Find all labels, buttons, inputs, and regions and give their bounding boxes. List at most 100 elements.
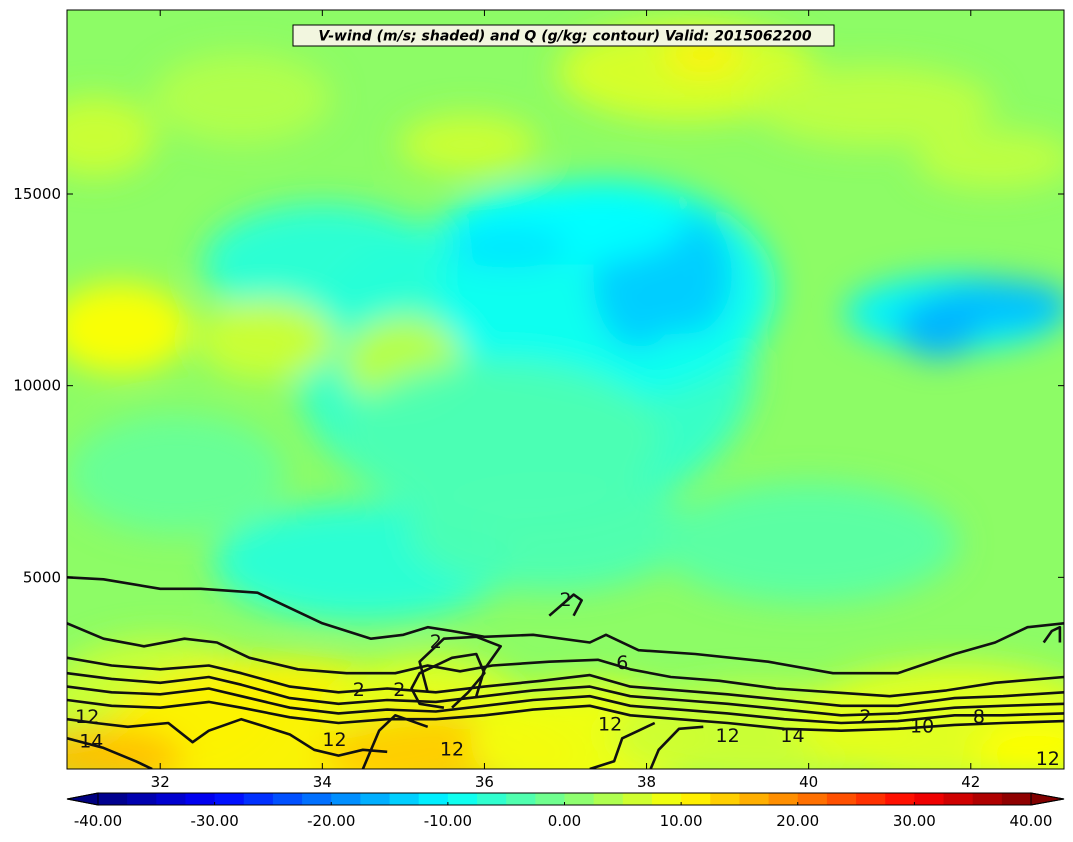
shading-field	[67, 21, 1064, 769]
contour-label: 6	[616, 652, 628, 674]
colorbar-bin	[360, 793, 391, 805]
colorbar-bin	[856, 793, 886, 805]
q-contour-line	[1042, 625, 1062, 644]
colorbar-bin	[243, 793, 274, 805]
colorbar-bin	[302, 793, 332, 805]
shading-patch	[975, 719, 1064, 769]
shading-patch	[151, 53, 332, 144]
y-tick-label: 5000	[23, 568, 61, 586]
colorbar-bin	[506, 793, 536, 805]
colorbar-tick-label: -30.00	[190, 812, 238, 830]
contour-label: 12	[716, 725, 740, 747]
shading-patch	[340, 359, 661, 520]
contour-label: 12	[322, 729, 346, 751]
colorbar-bin	[943, 793, 974, 805]
colorbar-bin	[914, 793, 945, 805]
colorbar-bin	[535, 793, 566, 805]
q-contour-line	[361, 714, 429, 769]
x-tick-label: 42	[961, 773, 980, 791]
colorbar-tick-label: 10.00	[660, 812, 703, 830]
contour-label: 8	[973, 706, 985, 728]
colorbar-extend-low	[66, 792, 99, 806]
colorbar-tick-label: 20.00	[776, 812, 819, 830]
contour-label: 10	[910, 715, 934, 737]
colorbar-bin	[127, 793, 157, 805]
colorbar-bin	[564, 793, 595, 805]
shading-patch	[915, 129, 1064, 190]
colorbar-bin	[447, 793, 478, 805]
colorbar-bin	[214, 793, 245, 805]
colorbar-bin	[826, 793, 857, 805]
x-tick-label: 32	[151, 773, 170, 791]
colorbar-bin	[98, 793, 128, 805]
shading-patch	[663, 38, 744, 74]
contour-label: 14	[79, 731, 103, 753]
shading-patch	[898, 298, 979, 359]
title-background	[292, 24, 835, 47]
q-contour-line	[67, 698, 1064, 732]
colorbar-tick-label: 30.00	[893, 812, 936, 830]
q-contour-line	[67, 717, 388, 757]
plot-area: 2 2 2 2 6 12 14 12 12 12 12 14 10 8 2 12	[67, 10, 1064, 770]
shading-patch	[753, 65, 994, 146]
contour-labels: 2 2 2 2 6 12 14 12 12 12 12 14 10 8 2 12	[75, 589, 1060, 770]
colorbar-bin	[156, 793, 187, 805]
q-contour-line	[67, 737, 153, 769]
colorbar-bin	[593, 793, 624, 805]
colorbar-bin	[710, 793, 741, 805]
colorbar-bin	[477, 793, 507, 805]
shading-patch	[448, 227, 569, 268]
colorbar-bin	[739, 793, 770, 805]
contour-label: 2	[859, 706, 871, 728]
q-contour-line	[67, 656, 1064, 708]
contour-label: 2	[353, 679, 365, 701]
contour-label: 12	[440, 738, 464, 760]
q-contour-line	[589, 721, 656, 769]
q-contour-line	[649, 725, 704, 769]
chart-title: V-wind (m/s; shaded) and Q (g/kg; contou…	[318, 29, 811, 45]
x-tick-label: 36	[475, 773, 494, 791]
colorbar-tick-label: 40.00	[1010, 812, 1053, 830]
colorbar-bin	[972, 793, 1003, 805]
colorbar-bin	[1001, 793, 1032, 805]
x-tick-label: 38	[637, 773, 656, 791]
contour-label: 12	[1036, 748, 1060, 770]
x-tick-label: 40	[799, 773, 818, 791]
contour-label: 12	[598, 713, 622, 735]
colorbar-bin	[185, 793, 216, 805]
colorbar-tick-label: -10.00	[424, 812, 472, 830]
shading-patch	[67, 283, 190, 374]
q-contour-line	[67, 576, 1064, 675]
colorbar-bin	[885, 793, 915, 805]
shading-patch	[195, 299, 336, 380]
q-contour-line	[410, 652, 486, 709]
colorbar-bin	[331, 793, 362, 805]
y-tick-label: 15000	[13, 185, 61, 203]
contour-label: 14	[780, 725, 804, 747]
shading-patch	[67, 96, 156, 177]
contour-label: 2	[393, 679, 405, 701]
colorbar-bin	[622, 793, 653, 805]
colorbar: -40.00 -30.00 -20.00 -10.00 0.00 10.00 20.00 30…	[66, 792, 1065, 830]
contour-label: 12	[75, 706, 99, 728]
colorbar-bin	[418, 793, 449, 805]
q-contour-line	[67, 671, 1064, 717]
colorbar-tick-label: 0.00	[548, 812, 581, 830]
colorbar-tick-label: -40.00	[74, 812, 122, 830]
title-box: V-wind (m/s; shaded) and Q (g/kg; contou…	[292, 24, 835, 47]
colorbar-bin	[651, 793, 682, 805]
q-contour-line	[67, 685, 1064, 725]
y-tick-label: 10000	[13, 377, 61, 395]
colorbar-bin	[681, 793, 711, 805]
colorbar-bin	[797, 793, 828, 805]
contour-label: 2	[559, 589, 571, 611]
colorbar-extend-high	[1030, 792, 1065, 806]
colorbar-bin	[389, 793, 420, 805]
q-contours	[67, 576, 1064, 769]
q-contour-line	[548, 593, 583, 617]
axis-ticks: 32 34 36 38 40 42 5000 10000 15000	[13, 10, 1064, 791]
q-contour-line	[67, 622, 1064, 698]
shading-patch	[67, 727, 184, 769]
